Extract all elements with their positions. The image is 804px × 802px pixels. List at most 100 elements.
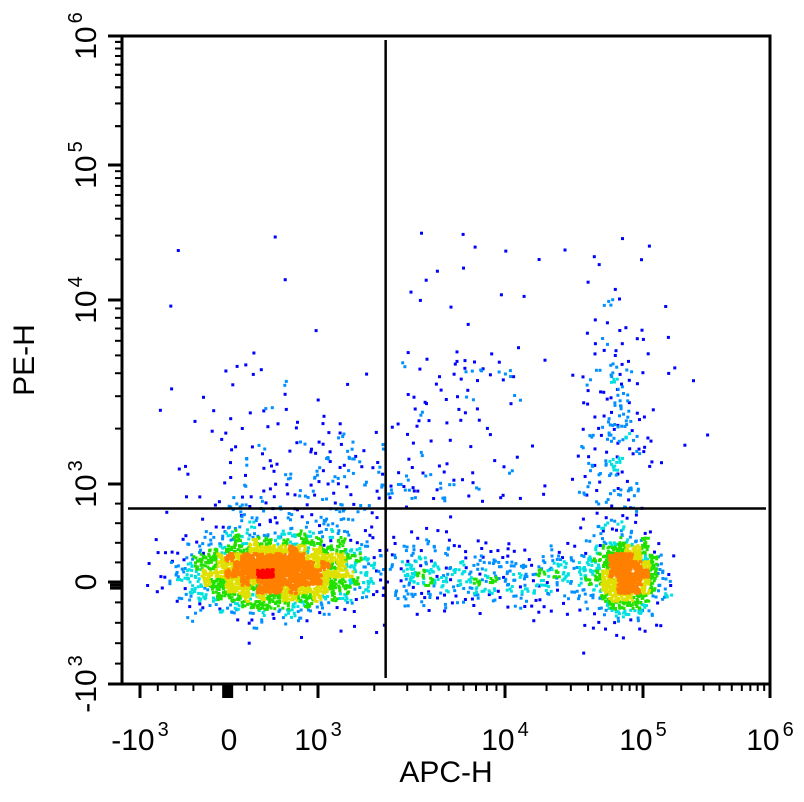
event-dot: [312, 557, 316, 561]
event-dot: [300, 585, 304, 589]
event-dot: [641, 596, 645, 600]
event-dot: [353, 582, 357, 586]
event-dot: [315, 536, 319, 540]
event-dot: [614, 596, 618, 600]
event-dot: [455, 359, 459, 363]
event-dot: [370, 525, 374, 529]
event-dot: [272, 586, 276, 590]
event-dot: [556, 570, 560, 574]
event-dot: [216, 582, 220, 586]
event-dot: [320, 560, 324, 564]
event-dot: [538, 571, 542, 575]
event-dot: [458, 579, 462, 583]
event-dot: [324, 528, 328, 531]
event-dot: [432, 578, 436, 582]
event-dot: [604, 563, 608, 567]
event-dot: [618, 297, 621, 301]
event-dot: [190, 568, 194, 572]
event-dot: [300, 515, 304, 519]
event-dot: [201, 568, 205, 572]
event-dot: [170, 550, 174, 554]
event-dot: [414, 573, 417, 577]
event-dot: [637, 447, 641, 451]
event-dot: [584, 574, 588, 578]
event-dot: [218, 578, 222, 582]
event-dot: [310, 564, 314, 568]
event-dot: [460, 572, 464, 576]
event-dot: [366, 544, 370, 548]
event-dot: [289, 594, 293, 597]
event-dot: [262, 600, 266, 604]
event-dot: [633, 550, 637, 554]
event-dot: [586, 578, 590, 582]
event-dot: [325, 517, 329, 521]
event-dot: [424, 278, 428, 282]
event-dot: [268, 547, 272, 551]
event-dot: [313, 475, 317, 479]
event-dot: [639, 600, 643, 604]
event-dot: [492, 571, 496, 575]
event-dot: [323, 571, 327, 575]
event-dot: [318, 524, 321, 528]
event-dot: [581, 588, 585, 592]
event-dot: [312, 570, 316, 574]
event-dot: [627, 378, 631, 382]
event-dot: [281, 586, 285, 590]
event-dot: [291, 594, 295, 598]
event-dot: [410, 564, 414, 568]
event-dot: [364, 571, 368, 575]
event-dot: [295, 552, 299, 555]
event-dot: [291, 558, 295, 561]
event-dot: [622, 392, 625, 395]
event-dot: [315, 572, 319, 576]
event-dot: [197, 596, 201, 600]
event-dot: [254, 563, 258, 567]
event-dot: [232, 598, 236, 602]
event-dot: [549, 609, 553, 613]
event-dot: [297, 583, 301, 587]
event-dot: [222, 563, 226, 567]
event-dot: [190, 553, 194, 557]
event-dot: [393, 553, 397, 557]
event-dot: [211, 587, 214, 591]
event-dot: [643, 556, 647, 560]
event-dot: [531, 444, 534, 448]
event-dot: [307, 561, 311, 565]
event-dot: [337, 565, 341, 569]
event-dot: [308, 592, 312, 596]
event-dot: [277, 559, 281, 562]
event-dot: [354, 454, 358, 458]
event-dot: [413, 407, 417, 411]
event-dot: [231, 589, 235, 593]
event-dot: [428, 593, 432, 597]
event-dot: [523, 583, 527, 587]
event-dot: [211, 599, 215, 603]
event-dot: [403, 488, 407, 492]
event-dot: [637, 556, 640, 560]
event-dot: [618, 600, 622, 604]
event-dot: [287, 607, 290, 611]
event-dot: [225, 554, 229, 558]
event-dot: [613, 354, 617, 357]
event-dot: [286, 603, 290, 607]
event-dot: [476, 539, 480, 543]
event-dot: [235, 539, 239, 543]
event-dot: [165, 510, 169, 514]
event-dot: [617, 439, 621, 443]
event-dot: [341, 435, 345, 438]
event-dot: [330, 579, 334, 583]
event-dot: [523, 548, 527, 552]
event-dot: [355, 548, 359, 552]
event-dot: [329, 574, 333, 578]
event-dot: [611, 298, 615, 302]
event-dot: [476, 580, 480, 584]
event-dot: [603, 582, 607, 586]
event-dot: [293, 535, 297, 539]
event-dot: [446, 590, 450, 594]
event-dot: [303, 494, 307, 498]
event-dot: [357, 559, 361, 563]
event-dot: [258, 585, 262, 589]
event-dot: [231, 582, 235, 586]
event-dot: [284, 588, 288, 592]
event-dot: [242, 513, 246, 517]
